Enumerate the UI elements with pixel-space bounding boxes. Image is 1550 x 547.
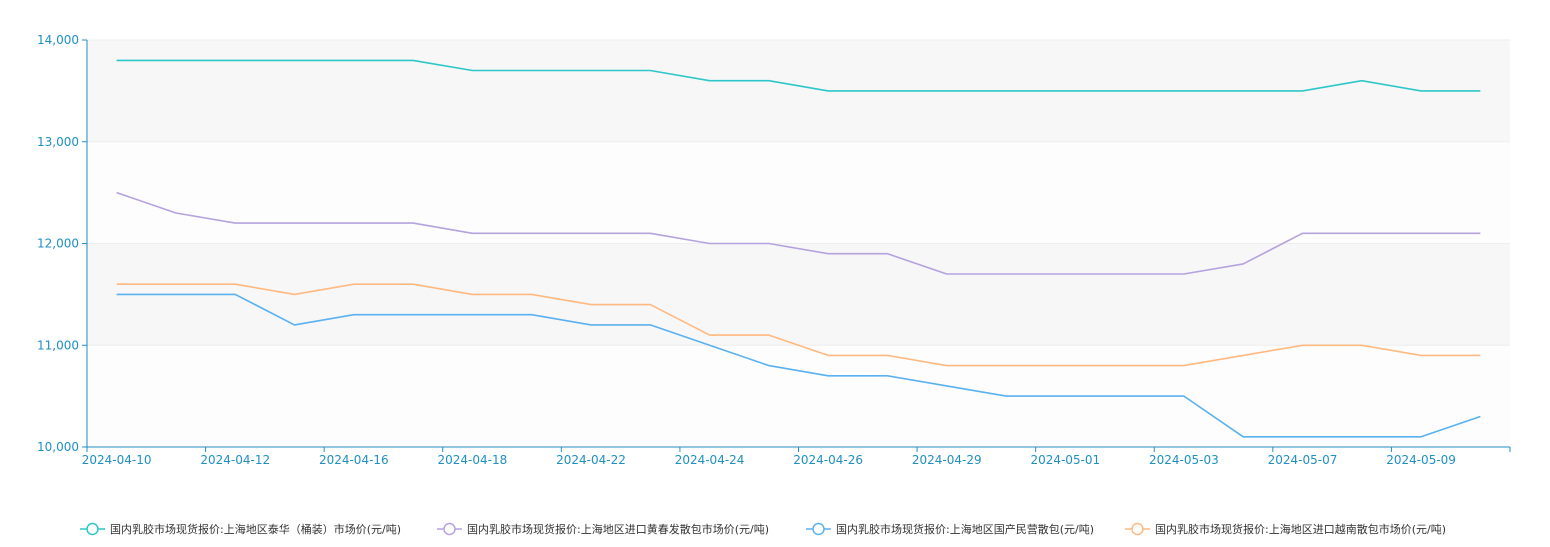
- y-tick-label: 12,000: [37, 237, 79, 251]
- y-axis-ticks: 10,000 11,000 12,000 13,000 14,000: [37, 33, 87, 454]
- x-tick-label: 2024-04-10: [82, 453, 152, 467]
- y-tick-label: 13,000: [37, 135, 79, 149]
- plot-band: [87, 345, 1510, 447]
- legend-marker: [86, 522, 99, 536]
- legend-item-1[interactable]: 国内乳胶市场现货报价:上海地区泰华（桶装）市场价(元/吨): [80, 522, 401, 536]
- x-tick-label: 2024-05-03: [1149, 453, 1219, 467]
- legend-label: 国内乳胶市场现货报价:上海地区进口越南散包市场价(元/吨): [1155, 522, 1446, 536]
- legend[interactable]: 国内乳胶市场现货报价:上海地区泰华（桶装）市场价(元/吨) 国内乳胶市场现货报价:…: [80, 522, 1446, 536]
- legend-label: 国内乳胶市场现货报价:上海地区国产民营散包(元/吨): [836, 522, 1094, 536]
- x-tick-label: 2024-04-29: [912, 453, 982, 467]
- legend-label: 国内乳胶市场现货报价:上海地区进口黄春发散包市场价(元/吨): [467, 522, 769, 536]
- plot-band: [87, 141, 1510, 244]
- series-line-4[interactable]: [116, 283, 1481, 367]
- y-tick-label: 11,000: [37, 338, 79, 352]
- x-tick-label: 2024-04-16: [319, 453, 389, 467]
- y-tick-label: 14,000: [37, 33, 79, 47]
- x-tick-label: 2024-04-22: [556, 453, 626, 467]
- legend-marker: [812, 522, 825, 536]
- legend-item-3[interactable]: 国内乳胶市场现货报价:上海地区国产民营散包(元/吨): [806, 522, 1094, 536]
- x-tick-label: 2024-04-26: [793, 453, 863, 467]
- x-tick-label: 2024-04-18: [438, 453, 508, 467]
- legend-marker: [443, 522, 456, 536]
- legend-marker: [1131, 522, 1144, 536]
- x-axis-ticks: 2024-04-10 2024-04-12 2024-04-16 2024-04-18…: [82, 447, 1511, 467]
- series-line-2[interactable]: [116, 191, 1481, 275]
- x-tick-label: 2024-04-24: [675, 453, 745, 467]
- plot-background-bands: [87, 40, 1510, 447]
- legend-item-4[interactable]: 国内乳胶市场现货报价:上海地区进口越南散包市场价(元/吨): [1125, 522, 1446, 536]
- plot-band: [87, 243, 1510, 346]
- series-line-1[interactable]: [116, 59, 1481, 92]
- y-tick-label: 10,000: [37, 440, 79, 454]
- x-tick-label: 2024-05-07: [1268, 453, 1338, 467]
- x-tick-label: 2024-04-12: [200, 453, 270, 467]
- x-tick-label: 2024-05-01: [1030, 453, 1100, 467]
- legend-label: 国内乳胶市场现货报价:上海地区泰华（桶装）市场价(元/吨): [110, 522, 401, 536]
- legend-item-2[interactable]: 国内乳胶市场现货报价:上海地区进口黄春发散包市场价(元/吨): [437, 522, 769, 536]
- series-lines: [116, 59, 1481, 438]
- series-line-3[interactable]: [116, 293, 1481, 438]
- x-tick-label: 2024-05-09: [1386, 453, 1456, 467]
